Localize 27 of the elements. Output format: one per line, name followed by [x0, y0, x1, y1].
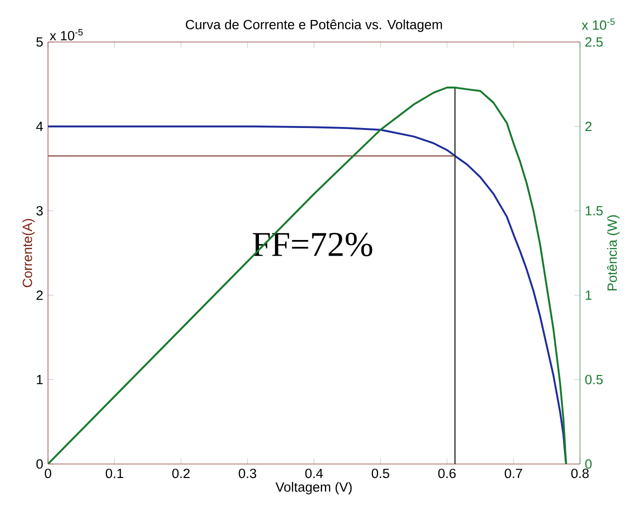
y2-tick-label: 1.5: [586, 206, 603, 216]
y2-tick-label: 2: [585, 122, 592, 132]
y2-tick-label: 0.5: [585, 374, 603, 384]
y2-tick-label: 0: [585, 459, 592, 469]
y-tick-label: 2: [36, 290, 43, 300]
text: x 10$^{-5}$: [582, 18, 615, 30]
y2-tick-label: 2.5: [585, 37, 603, 47]
y-tick-label: 5: [36, 37, 43, 47]
x-tick-label: 0.3: [238, 468, 256, 478]
text: x 10$^{-5}$: [50, 29, 83, 40]
y-tick-label: 1: [36, 374, 43, 384]
y-axis-title: Corrente(A): [22, 218, 35, 288]
x-tick-label: 0.2: [172, 468, 190, 478]
y-tick-label: 3: [36, 206, 43, 216]
x-tick-label: 0.6: [438, 468, 456, 478]
x-tick-label: 0: [44, 468, 52, 478]
y2-tick-label: 1: [586, 290, 592, 300]
x-tick-label: 0.5: [372, 468, 390, 478]
y-tick-label: 4: [36, 122, 43, 131]
chart-title: Curva de Corrente e Potência vs. Voltagem: [186, 19, 442, 32]
x-tick-label: 0.7: [504, 468, 522, 478]
x-axis-title: Voltagem (V): [276, 482, 352, 494]
x-tick-label: 0.8: [571, 468, 589, 478]
x-tick-label: 0.4: [305, 468, 323, 478]
y-tick-label: 0: [36, 459, 43, 469]
y2-axis-title: Potência (W): [607, 215, 620, 290]
x-tick-label: 0.1: [106, 468, 124, 478]
